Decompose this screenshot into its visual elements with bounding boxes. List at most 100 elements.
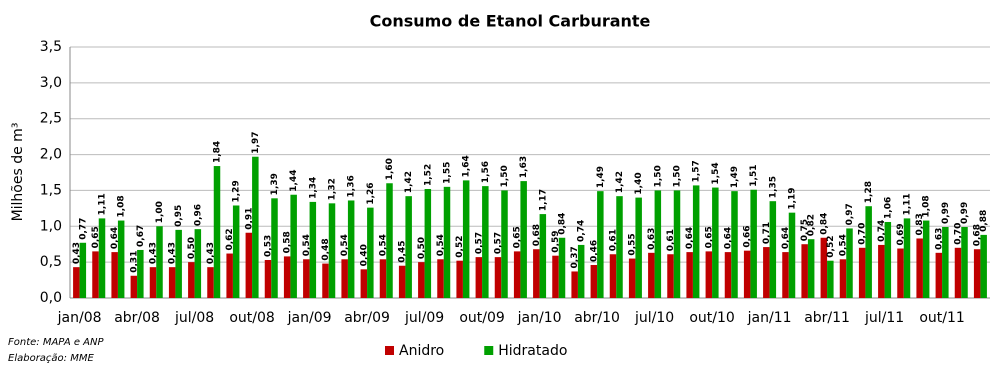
data-label: 1,39: [270, 173, 280, 195]
bar: [188, 262, 195, 298]
bar: [609, 254, 617, 298]
bar: [347, 200, 355, 298]
x-tick-label: out/09: [459, 310, 504, 326]
x-tick-label: abr/11: [804, 310, 850, 326]
bar: [328, 203, 336, 298]
bar: [846, 228, 853, 298]
data-label: 0,43: [206, 242, 216, 264]
data-label: 1,49: [596, 166, 606, 188]
bar: [731, 191, 738, 298]
y-tick-label: 2,5: [40, 111, 62, 127]
x-tick-label: jan/10: [517, 310, 562, 326]
bar: [628, 258, 636, 298]
bar: [865, 206, 872, 298]
bar: [763, 247, 770, 298]
bar: [213, 166, 221, 298]
x-tick-label: jul/09: [404, 310, 444, 326]
data-label: 1,11: [903, 193, 913, 215]
data-label: 0,65: [513, 226, 523, 248]
data-label: 1,35: [768, 176, 778, 198]
data-label: 0,69: [896, 223, 906, 245]
bar: [788, 212, 796, 298]
data-label: 0,43: [72, 242, 82, 264]
data-label: 0,37: [570, 246, 580, 268]
bar: [903, 218, 911, 298]
bar: [73, 267, 80, 298]
y-tick-label: 0,5: [40, 254, 62, 270]
data-label: 0,57: [494, 232, 504, 254]
bar: [303, 259, 310, 298]
data-label: 0,43: [168, 242, 178, 264]
bar: [137, 249, 144, 298]
bar: [577, 244, 585, 298]
bar: [897, 248, 904, 298]
bar: [226, 253, 233, 298]
bar: [858, 247, 866, 298]
bar: [590, 265, 598, 298]
legend-label: Hidratado: [498, 343, 567, 359]
data-label: 1,84: [213, 141, 223, 163]
data-label: 1,44: [289, 170, 299, 192]
data-label: 0,54: [436, 234, 446, 256]
x-tick-label: abr/10: [574, 310, 620, 326]
data-label: 1,32: [328, 178, 338, 200]
bar: [443, 186, 451, 298]
chart-title: Consumo de Etanol Carburante: [370, 12, 651, 31]
bar: [980, 234, 987, 298]
bar: [820, 237, 828, 298]
bar: [973, 249, 981, 298]
data-label: 0,84: [819, 213, 829, 235]
data-label: 0,99: [960, 202, 970, 224]
bar: [168, 267, 176, 298]
bar: [398, 265, 406, 298]
data-label: 0,77: [78, 218, 88, 240]
data-label: 1,42: [615, 171, 625, 193]
data-label: 1,40: [634, 172, 644, 194]
data-label: 0,46: [589, 240, 599, 262]
data-label: 0,65: [91, 226, 101, 248]
bar: [520, 181, 527, 298]
data-label: 0,96: [193, 204, 203, 226]
bar: [283, 256, 291, 298]
bar: [705, 251, 713, 298]
y-axis-label: Milhões de m³: [10, 123, 26, 222]
bar: [207, 267, 214, 298]
data-label: 1,08: [117, 195, 127, 217]
bar: [654, 190, 662, 298]
data-label: 0,68: [532, 224, 542, 246]
data-label: 0,50: [187, 237, 197, 259]
data-label: 1,17: [538, 189, 548, 211]
data-label: 0,61: [666, 229, 676, 251]
bar: [437, 259, 444, 298]
data-label: 1,63: [519, 156, 529, 178]
bar: [79, 242, 87, 298]
bar: [117, 220, 125, 298]
bar: [635, 197, 642, 298]
data-label: 1,08: [922, 195, 932, 217]
data-label: 0,61: [609, 229, 619, 251]
data-label: 0,74: [877, 220, 887, 242]
data-label: 0,57: [474, 232, 484, 254]
legend-label: Anidro: [399, 343, 444, 359]
data-label: 1,34: [308, 177, 318, 199]
data-label: 1,36: [347, 175, 357, 197]
data-label: 0,63: [934, 228, 944, 250]
bar: [290, 194, 297, 298]
bar: [750, 189, 757, 298]
bar: [252, 156, 259, 298]
data-label: 0,59: [551, 230, 561, 252]
data-label: 1,51: [749, 164, 759, 186]
data-label: 1,50: [500, 165, 510, 187]
data-label: 0,75: [800, 219, 810, 241]
bar: [367, 207, 374, 298]
data-label: 0,70: [954, 223, 964, 245]
data-label: 0,83: [915, 213, 925, 235]
bar: [743, 250, 751, 298]
bar: [942, 227, 949, 298]
data-label: 0,63: [647, 228, 657, 250]
bar: [386, 183, 393, 298]
data-label: 0,62: [225, 228, 235, 250]
bar: [692, 185, 700, 298]
data-label: 0,84: [558, 213, 568, 235]
